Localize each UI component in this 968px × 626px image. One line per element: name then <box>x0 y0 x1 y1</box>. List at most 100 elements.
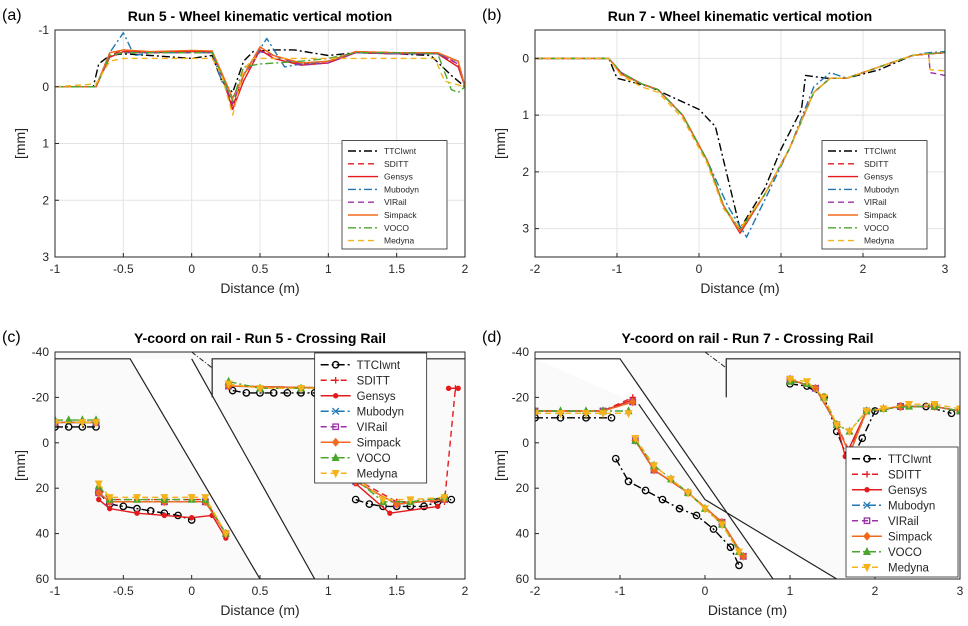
panel-label: (c) <box>2 329 21 346</box>
panel-label: (a) <box>2 7 22 24</box>
legend-marker-mubodyn <box>332 407 340 415</box>
legend-marker-medyna <box>862 564 872 573</box>
y-tick-label: 2 <box>522 165 529 179</box>
y-tick-label: -20 <box>512 390 530 404</box>
series-marker-ttciwnt <box>611 454 620 463</box>
x-tick-label: -0.5 <box>113 584 134 598</box>
series-marker-medyna <box>440 494 449 503</box>
series-marker-gensys <box>96 496 102 503</box>
x-tick-label: 1.5 <box>388 262 405 276</box>
series-marker-ttciwnt <box>351 495 360 504</box>
series-marker-gensys <box>387 510 393 516</box>
series-marker-gensys <box>106 505 113 512</box>
legend: TTCIwnt SDITT Gensys Mubodyn VIRail Simpack VO… <box>314 352 428 484</box>
chart-title: Run 5 - Wheel kinematic vertical motion <box>128 8 393 24</box>
series-marker-medyna <box>91 419 101 428</box>
series-marker-simpack <box>896 402 905 411</box>
series-marker-medyna <box>904 401 914 410</box>
legend-label: TTCIwnt <box>864 146 897 156</box>
x-tick-label: -1 <box>50 584 61 598</box>
series-line-mubodyn <box>55 32 465 99</box>
x-tick-label: -2 <box>530 262 541 276</box>
y-tick-label: 3 <box>522 222 529 236</box>
legend-label: TTCIwnt <box>888 454 932 466</box>
chart-panel-2: -2 -1 0 1 2 3 0 1 2 3 Run 7 - Wheel kinematic vert… <box>482 7 949 296</box>
rail-outline-left <box>535 358 838 579</box>
chart-title: Y-coord on rail - Run 5 - Crossing Rail <box>134 330 386 346</box>
legend-label: VOCO <box>888 547 922 559</box>
x-tick-label: 2 <box>462 262 469 276</box>
legend-label: SDITT <box>864 159 889 169</box>
y-tick-label: 60 <box>36 572 50 586</box>
legend-label: Simpack <box>384 210 417 220</box>
legend-label: VOCO <box>864 223 889 233</box>
legend-box <box>341 140 448 250</box>
y-tick-label: 2 <box>42 193 49 207</box>
series-marker-gensys <box>161 512 168 519</box>
series-marker-ttciwnt <box>269 389 278 397</box>
series-marker-medyna <box>296 385 306 394</box>
x-tick-label: 2 <box>872 584 879 598</box>
y-tick-label: -40 <box>512 345 530 359</box>
series-marker-ttciwnt <box>64 423 73 431</box>
legend-label: Simpack <box>357 437 401 449</box>
y-tick-label: 20 <box>516 481 530 495</box>
legend-label: VIRail <box>384 197 407 207</box>
series-marker-gensys <box>134 510 140 516</box>
legend-marker-sditt <box>332 377 339 384</box>
series-marker-medyna <box>78 419 87 428</box>
rail-dashed-guide <box>191 352 213 369</box>
x-axis-label: Distance (m) <box>700 280 779 296</box>
legend-label: Medyna <box>864 236 895 246</box>
legend-marker-virail <box>863 517 871 525</box>
legend: TTCIwnt SDITT Gensys Mubodyn VIRail Simpack VO… <box>845 446 959 578</box>
series-line-medyna <box>55 57 465 116</box>
legend-marker-simpack <box>331 437 340 447</box>
y-tick-label: 0 <box>522 436 529 450</box>
legend-label: Mubodyn <box>384 184 419 194</box>
x-tick-label: -1 <box>50 262 61 276</box>
y-tick-label: -40 <box>32 345 50 359</box>
x-tick-label: 3 <box>957 584 964 598</box>
series-marker-ttciwnt <box>692 511 701 520</box>
x-tick-label: 1 <box>787 584 794 598</box>
legend-label: SDITT <box>357 375 390 387</box>
legend-marker-voco <box>331 452 340 461</box>
x-tick-label: 0.5 <box>252 584 269 598</box>
y-tick-label: 3 <box>42 250 49 264</box>
series-marker-gensys <box>188 515 195 521</box>
series-marker-medyna <box>734 548 744 557</box>
y-tick-label: 40 <box>36 527 50 541</box>
legend-label: SDITT <box>384 159 409 169</box>
series-marker-medyna <box>832 421 841 430</box>
plot-content <box>535 50 945 238</box>
legend-marker-virail <box>332 423 340 431</box>
legend-label: Gensys <box>357 391 396 403</box>
series-marker-ttciwnt <box>709 525 718 533</box>
rail-outline-right <box>725 358 960 398</box>
legend-label: VOCO <box>384 223 409 233</box>
legend-label: TTCIwnt <box>357 360 401 372</box>
series-marker-simpack <box>392 499 401 509</box>
x-tick-label: -1 <box>615 584 626 598</box>
series-marker-ttciwnt <box>641 486 650 495</box>
series-marker-medyna <box>624 410 633 419</box>
series-marker-medyna <box>406 496 415 505</box>
series-marker-medyna <box>879 405 888 414</box>
y-axis-label: [mm] <box>492 450 508 481</box>
x-tick-label: 2 <box>462 584 469 598</box>
series-marker-ttciwnt <box>726 543 735 552</box>
series-marker-medyna <box>224 380 233 389</box>
series-marker-ttciwnt <box>658 495 667 504</box>
chart-title: Run 7 - Wheel kinematic vertical motion <box>608 8 873 24</box>
series-marker-medyna <box>160 494 169 503</box>
legend-label: Medyna <box>357 468 399 480</box>
x-tick-label: 1 <box>778 262 785 276</box>
series-marker-ttciwnt <box>365 500 374 508</box>
legend-marker-gensys <box>332 393 339 399</box>
legend-label: VIRail <box>888 516 919 528</box>
series-marker-medyna <box>700 505 710 514</box>
series-marker-medyna <box>187 494 196 503</box>
legend-box <box>314 352 428 484</box>
